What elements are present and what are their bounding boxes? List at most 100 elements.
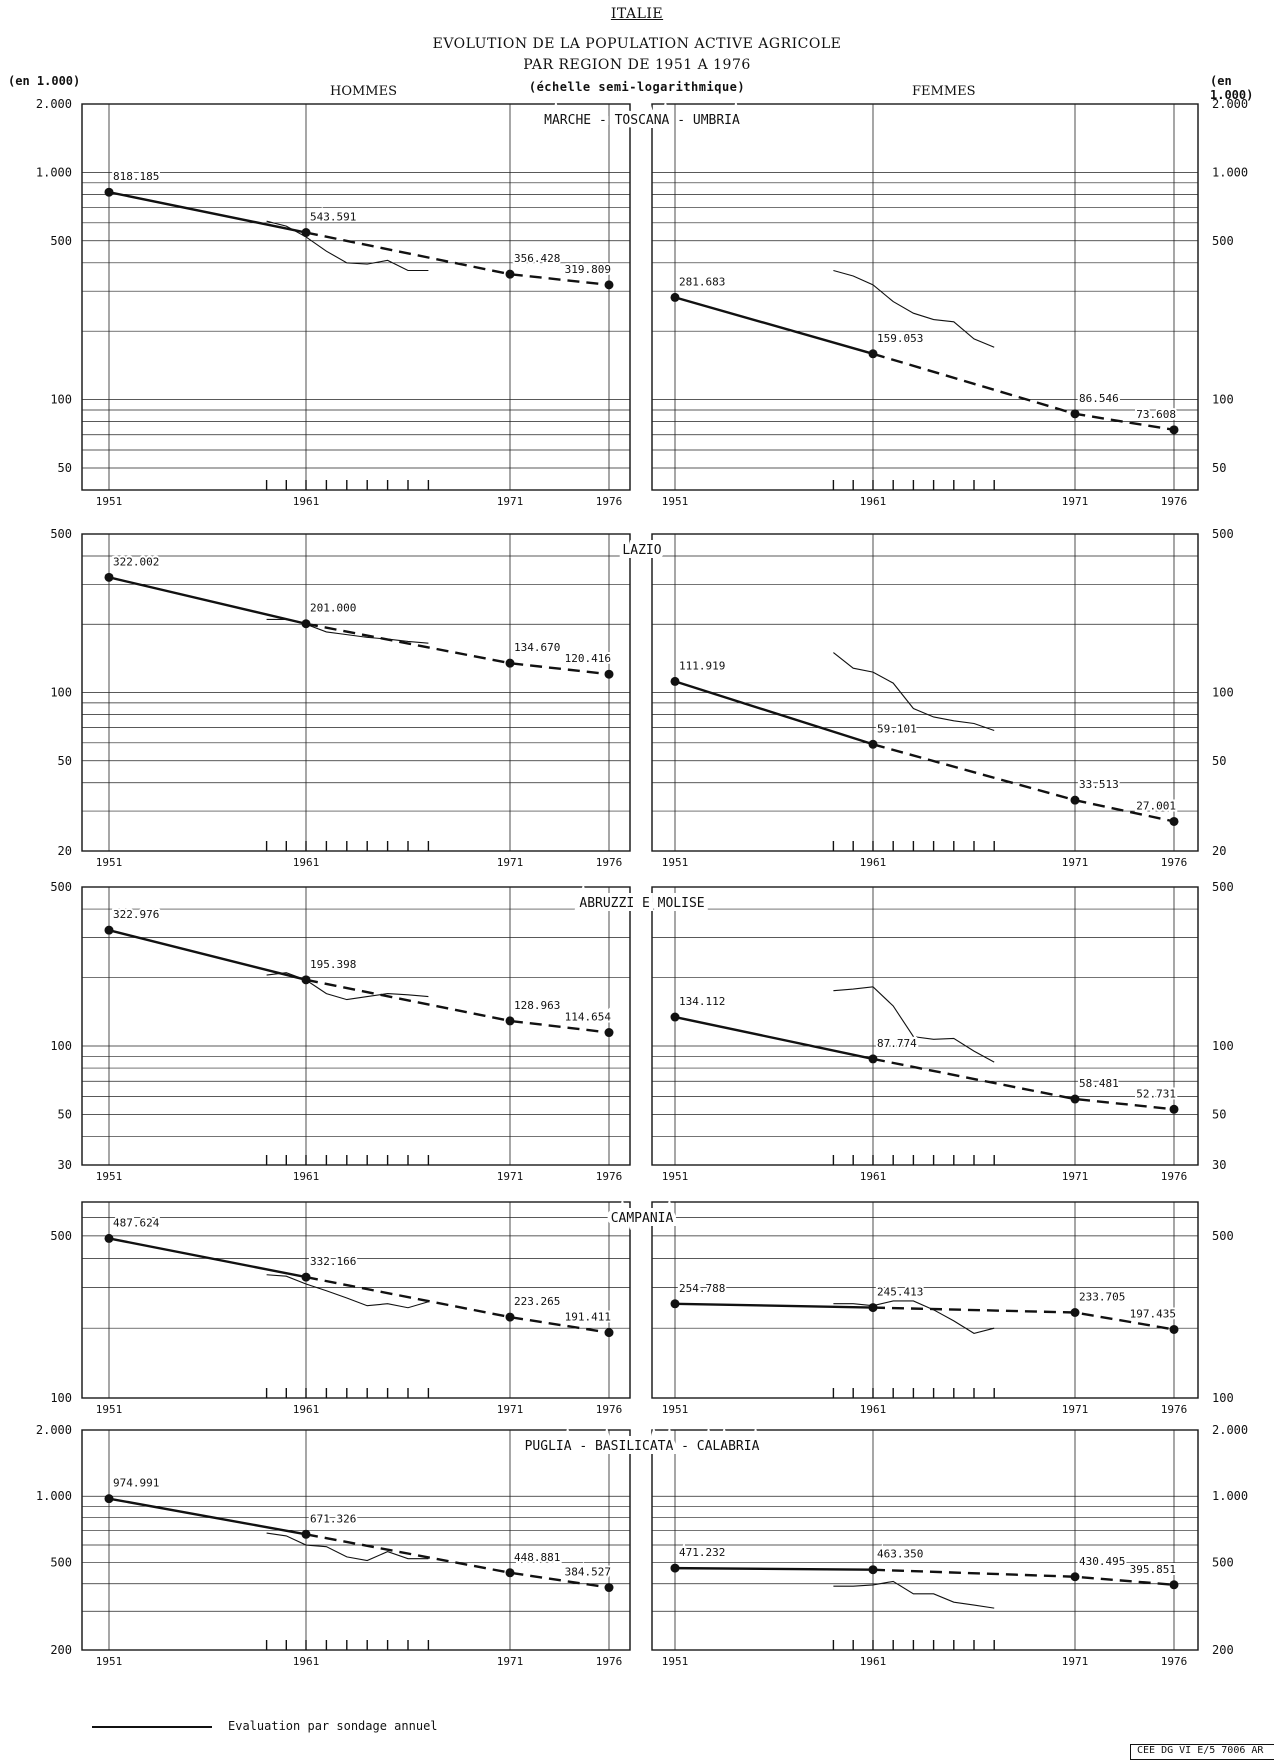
y-tick-label-right: 100 <box>1212 393 1234 407</box>
y-tick-label-left: 200 <box>50 1643 72 1657</box>
women-data-point <box>1169 425 1179 435</box>
women-census-line-solid <box>674 680 874 746</box>
column-header-women: FEMMES <box>912 84 976 99</box>
women-survey-line <box>833 269 995 348</box>
x-tick-label: 1976 <box>596 495 623 508</box>
women-data-label: 159.053 <box>877 332 923 345</box>
men-data-label: 332.166 <box>310 1255 356 1268</box>
men-census-line-dashed <box>305 1275 610 1334</box>
legend-line-sample <box>92 1726 212 1728</box>
region-title: PUGLIA - BASILICATA - CALABRIA <box>525 1439 760 1454</box>
men-census-line-solid <box>108 191 307 234</box>
women-data-point <box>868 1565 878 1575</box>
x-tick-label: 1976 <box>1161 1170 1188 1183</box>
men-data-label: 191.411 <box>565 1311 611 1324</box>
legend-label: Evaluation par sondage annuel <box>228 1719 438 1733</box>
women-panel-frame-1 <box>651 103 1199 491</box>
women-census-line-solid <box>674 296 874 355</box>
x-tick-label: 1961 <box>860 495 887 508</box>
women-panel-frame-3 <box>651 886 1199 1166</box>
x-tick-label: 1961 <box>860 856 887 869</box>
men-data-label: 134.670 <box>514 641 560 654</box>
y-tick-label-left: 50 <box>58 1108 72 1122</box>
region-title: ABRUZZI E MOLISE <box>579 896 704 911</box>
x-tick-label: 1971 <box>497 1655 524 1668</box>
column-header-men: HOMMES <box>330 84 398 99</box>
men-data-point <box>505 1312 515 1322</box>
y-tick-label-left: 100 <box>50 393 72 407</box>
x-tick-label: 1976 <box>1161 1403 1188 1416</box>
women-data-label: 27.001 <box>1136 799 1176 812</box>
y-tick-label-right: 100 <box>1212 1391 1234 1405</box>
men-data-point <box>604 1583 614 1593</box>
men-data-label: 114.654 <box>565 1011 612 1024</box>
y-tick-label-left: 500 <box>50 880 72 894</box>
men-census-line-dashed <box>305 231 610 287</box>
y-tick-label-right: 30 <box>1212 1158 1226 1172</box>
women-data-label: 463.350 <box>877 1548 923 1561</box>
women-census-line-solid <box>674 1566 874 1571</box>
men-data-label: 223.265 <box>514 1295 560 1308</box>
x-tick-label: 1976 <box>596 1170 623 1183</box>
women-data-label: 245.413 <box>877 1286 923 1299</box>
men-data-label: 818.185 <box>113 170 159 183</box>
men-census-line-solid <box>108 576 307 625</box>
women-data-point <box>1169 1580 1179 1590</box>
y-tick-label-left: 50 <box>58 754 72 768</box>
men-data-label: 322.976 <box>113 908 159 921</box>
x-tick-label: 1971 <box>1062 1170 1089 1183</box>
unit-label-right: (en 1.000) <box>1210 74 1254 102</box>
men-data-label: 487.624 <box>113 1216 160 1229</box>
x-tick-label: 1951 <box>662 856 689 869</box>
men-survey-line <box>266 1274 429 1309</box>
men-census-line-dashed <box>305 622 610 676</box>
x-tick-label: 1951 <box>96 856 123 869</box>
women-data-label: 111.919 <box>679 659 725 672</box>
men-data-point <box>604 669 614 679</box>
x-tick-label: 1951 <box>662 1170 689 1183</box>
men-data-point <box>104 1494 114 1504</box>
men-data-point <box>301 228 311 238</box>
x-tick-label: 1976 <box>596 1655 623 1668</box>
women-data-label: 73.608 <box>1136 408 1176 421</box>
men-data-point <box>604 1328 614 1338</box>
men-census-line-solid <box>108 1497 307 1536</box>
men-census-line-solid <box>108 929 307 982</box>
region-title: MARCHE - TOSCANA - UMBRIA <box>544 113 740 128</box>
women-data-point <box>1070 1572 1080 1582</box>
men-data-point <box>604 280 614 290</box>
chart-subtitle-line-1: EVOLUTION DE LA POPULATION ACTIVE AGRICO… <box>432 36 842 52</box>
y-tick-label-right: 100 <box>1212 1039 1234 1053</box>
women-data-label: 58.481 <box>1079 1077 1119 1090</box>
y-tick-label-left: 2.000 <box>36 97 72 111</box>
y-tick-label-left: 500 <box>50 527 72 541</box>
x-tick-label: 1961 <box>293 495 320 508</box>
x-tick-label: 1951 <box>96 495 123 508</box>
men-panel-frame-3 <box>81 886 631 1166</box>
women-panel-frame-5 <box>651 1429 1199 1651</box>
men-data-label: 322.002 <box>113 555 159 568</box>
men-data-label: 128.963 <box>514 999 560 1012</box>
y-tick-label-right: 1.000 <box>1212 165 1248 179</box>
y-tick-label-left: 1.000 <box>36 165 72 179</box>
x-tick-label: 1976 <box>1161 856 1188 869</box>
women-data-label: 52.731 <box>1136 1087 1176 1100</box>
y-tick-label-left: 50 <box>58 461 72 475</box>
x-tick-label: 1961 <box>293 856 320 869</box>
y-tick-label-right: 2.000 <box>1212 1423 1248 1437</box>
y-tick-label-left: 1.000 <box>36 1489 72 1503</box>
scale-note: (échelle semi-logarithmique) <box>528 80 746 94</box>
men-data-label: 448.881 <box>514 1551 560 1564</box>
men-data-point <box>505 1568 515 1578</box>
women-data-point <box>1070 1094 1080 1104</box>
x-tick-label: 1961 <box>293 1655 320 1668</box>
men-data-point <box>104 925 114 935</box>
women-data-label: 471.232 <box>679 1546 725 1559</box>
chart-subtitle-line-2: PAR REGION DE 1951 A 1976 <box>523 57 751 73</box>
x-tick-label: 1961 <box>860 1403 887 1416</box>
women-census-line-solid <box>674 1015 874 1061</box>
women-census-line-dashed <box>872 1306 1175 1331</box>
women-data-point <box>868 739 878 749</box>
men-data-label: 201.000 <box>310 602 356 615</box>
men-data-point <box>301 1272 311 1282</box>
